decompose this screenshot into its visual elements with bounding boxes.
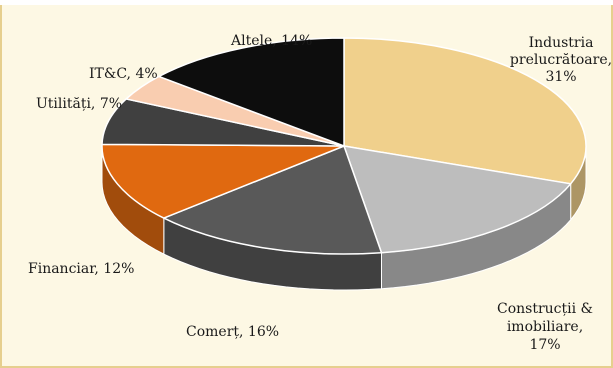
slice-label-5: Utilități, 7% [36,96,122,112]
slice-label-line: Utilități, 7% [36,96,122,112]
pie-slice-4 [101,143,345,219]
slice-label-2: Construcții & imobiliare, 17% [497,301,593,353]
slice-label-7: Altele, 14% [230,33,312,49]
pie-slice-7 [158,37,345,147]
pie-tops [101,37,587,255]
pie-labels: Industria prelucrătoare, 31% Construcții & i… [28,33,612,353]
slice-label-line: 17% [529,337,560,353]
pie-slice-5 [101,98,345,147]
slice-label-line: prelucrătoare, [510,52,612,68]
slice-label-line: IT&C, 4% [89,66,158,82]
pie-slice-1 [343,37,587,185]
pie-slice-3 [163,145,383,255]
top-strip [0,0,613,5]
slice-label-line: Construcții & [497,301,593,317]
slice-label-line: Comerț, 16% [186,324,279,340]
slice-label-line: Industria [529,35,594,51]
slice-label-line: Altele, 14% [230,33,312,49]
slice-label-6: IT&C, 4% [89,66,158,82]
slice-label-line: 31% [545,69,576,85]
slice-label-line: imobiliare, [507,319,583,335]
pie-slice-2 [343,145,572,254]
slice-label-3: Comerț, 16% [186,324,279,340]
slice-label-1: Industria prelucrătoare, 31% [510,35,612,85]
slice-label-4: Financiar, 12% [28,261,134,277]
slice-label-line: Financiar, 12% [28,261,134,277]
